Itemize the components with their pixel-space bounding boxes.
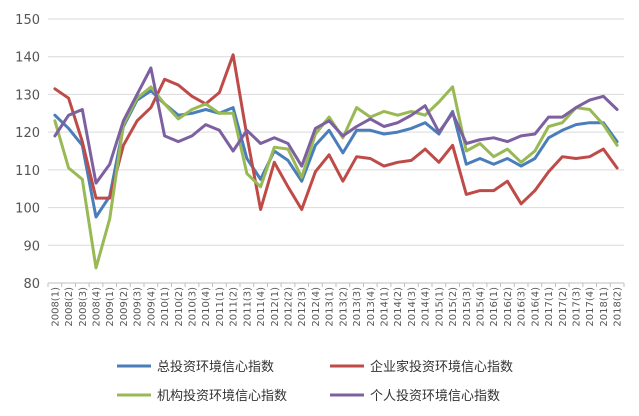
legend-item-1: 总投资环境信心指数 (117, 359, 274, 375)
legend-item-3: 机构投资环境信心指数 (117, 388, 287, 404)
x-tick-label: 2008(1) (50, 287, 61, 327)
x-tick-label: 2009(1) (105, 287, 116, 327)
y-tick-label: 150 (15, 13, 40, 28)
x-tick-label: 2012(4) (311, 287, 322, 327)
legend-item-4: 个人投资环境信心指数 (330, 388, 500, 404)
legend-label: 总投资环境信心指数 (157, 359, 274, 375)
y-tick-label: 80 (23, 277, 40, 292)
x-tick-label: 2014(2) (393, 287, 404, 327)
x-tick-label: 2016(1) (489, 287, 500, 327)
x-tick-label: 2017(3) (572, 287, 583, 327)
y-tick-label: 130 (15, 88, 40, 103)
x-tick-label: 2015(4) (476, 287, 487, 327)
x-tick-label: 2011(1) (215, 287, 226, 327)
x-tick-label: 2010(3) (188, 287, 199, 327)
series-line-1 (53, 89, 619, 219)
legend-label: 机构投资环境信心指数 (157, 388, 287, 404)
x-tick-label: 2015(3) (462, 287, 473, 327)
x-tick-label: 2010(2) (174, 287, 185, 327)
series-lines (53, 53, 619, 270)
series-line-3 (53, 85, 619, 270)
x-tick-label: 2015(1) (434, 287, 445, 327)
series-line-4 (53, 66, 619, 185)
x-tick-label: 2010(4) (201, 287, 212, 327)
x-tick-label: 2018(1) (599, 287, 610, 327)
x-tick-label: 2011(2) (229, 287, 240, 327)
y-tick-label: 140 (15, 51, 40, 66)
x-tick-label: 2008(3) (78, 287, 89, 327)
x-tick-label: 2017(4) (585, 287, 596, 327)
x-tick-label: 2012(3) (297, 287, 308, 327)
x-axis: 2008(1) 2008(2) 2008(3) 2008(4) 2009(1) 2009(… (47, 282, 625, 327)
legend-label: 企业家投资环境信心指数 (370, 359, 513, 375)
x-tick-label: 2014(4) (421, 287, 432, 327)
x-tick-label: 2014(3) (407, 287, 418, 327)
x-tick-label: 2016(2) (503, 287, 514, 327)
gridlines (48, 18, 624, 284)
x-tick-label: 2013(4) (366, 287, 377, 327)
x-tick-label: 2013(3) (352, 287, 363, 327)
x-tick-label: 2015(2) (448, 287, 459, 327)
x-tick-label: 2018(2) (613, 287, 624, 327)
x-tick-label: 2008(4) (92, 287, 103, 327)
x-tick-label: 2017(1) (544, 287, 555, 327)
legend-label: 个人投资环境信心指数 (370, 388, 500, 404)
series-line-2 (53, 53, 619, 211)
legend-item-2: 企业家投资环境信心指数 (330, 359, 513, 375)
x-tick-label: 2009(4) (146, 287, 157, 327)
x-tick-label: 2016(4) (530, 287, 541, 327)
x-tick-label: 2009(2) (119, 287, 130, 327)
x-tick-label: 2017(2) (558, 287, 569, 327)
x-tick-label: 2009(3) (133, 287, 144, 327)
x-tick-label: 2016(3) (517, 287, 528, 327)
x-tick-label: 2008(2) (64, 287, 75, 327)
x-tick-label: 2013(1) (325, 287, 336, 327)
x-tick-label: 2012(1) (270, 287, 281, 327)
x-tick-label: 2012(2) (284, 287, 295, 327)
x-tick-label: 2013(2) (338, 287, 349, 327)
x-tick-label: 2011(4) (256, 287, 267, 327)
x-tick-label: 2011(3) (242, 287, 253, 327)
x-tick-label: 2010(1) (160, 287, 171, 327)
y-axis: 80 90 100 110 120 130 140 150 (15, 13, 40, 292)
y-tick-label: 110 (15, 164, 40, 179)
y-tick-label: 120 (15, 126, 40, 141)
x-tick-label: 2014(1) (380, 287, 391, 327)
y-tick-label: 90 (23, 239, 40, 254)
y-tick-label: 100 (15, 202, 40, 217)
